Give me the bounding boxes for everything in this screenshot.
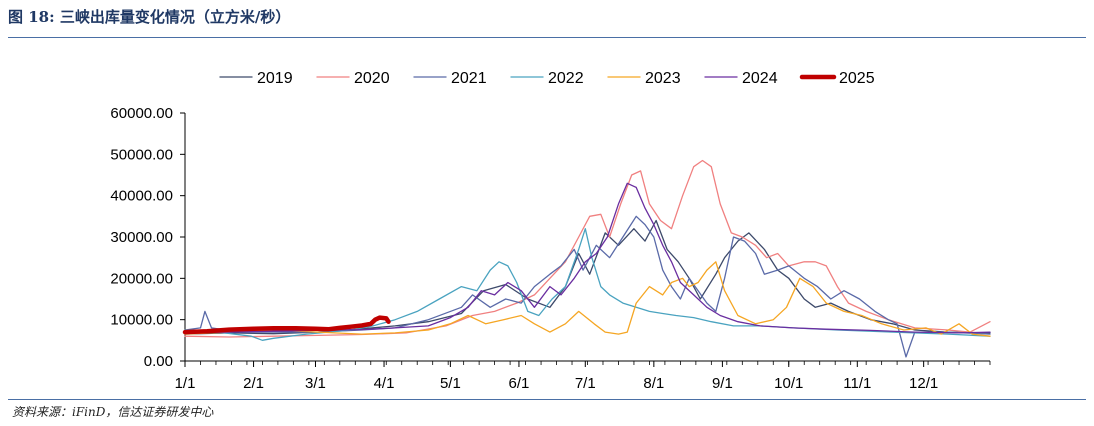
- x-tick-label: 10/1: [774, 375, 803, 392]
- x-tick-label: 11/1: [843, 375, 871, 392]
- y-tick-label: 0.00: [144, 353, 173, 370]
- series-line-2019: [184, 219, 991, 335]
- x-tick-label: 6/1: [509, 375, 530, 392]
- page-title: 图 18: 三峡出库量变化情况（立方米/秒）: [8, 8, 291, 26]
- y-axis: 0.00 10000.00 20000.00 30000.00 40000.00 5000…: [110, 105, 186, 370]
- y-tick-label: 10000.00: [110, 312, 173, 329]
- series-line-2023: [184, 261, 991, 337]
- legend-label-2022: 2022: [548, 70, 584, 87]
- series-line-2022: [184, 228, 991, 341]
- series-line-2021: [184, 215, 991, 358]
- x-tick-label: 7/1: [575, 375, 596, 392]
- y-tick-label: 30000.00: [110, 229, 173, 246]
- y-tick-label: 50000.00: [110, 146, 173, 163]
- plot-area: [182, 159, 991, 358]
- legend-label-2025: 2025: [839, 70, 875, 87]
- legend-label-2020: 2020: [354, 70, 390, 87]
- x-tick-label: 1/1: [175, 375, 196, 392]
- top-rule: [8, 37, 1086, 38]
- source-note: 资料来源：iFinD，信达证券研发中心: [12, 405, 214, 419]
- x-tick-label: 2/1: [243, 375, 264, 392]
- x-tick-label: 3/1: [305, 375, 326, 392]
- x-tick-label: 4/1: [374, 375, 395, 392]
- x-tick-label: 12/1: [909, 375, 938, 392]
- legend-label-2021: 2021: [451, 70, 487, 87]
- x-tick-label: 9/1: [712, 375, 733, 392]
- y-tick-label: 60000.00: [110, 105, 173, 122]
- x-tick-label: 8/1: [643, 375, 664, 392]
- series-line-2025: [182, 315, 391, 335]
- series-line-2020: [184, 159, 991, 338]
- y-tick-label: 20000.00: [110, 270, 173, 287]
- legend-label-2019: 2019: [257, 70, 293, 87]
- bottom-rule: [8, 399, 1086, 400]
- legend-label-2023: 2023: [645, 70, 681, 87]
- x-tick-label: 5/1: [440, 375, 461, 392]
- series-line-2024: [184, 182, 991, 334]
- legend-label-2024: 2024: [742, 70, 778, 87]
- x-axis: 1/1 2/1 3/1 4/1 5/1 6/1 7/1 8/1 9/1 10/1 11/1 12/1: [175, 360, 991, 392]
- y-tick-label: 40000.00: [110, 188, 173, 205]
- legend: 2019 2020 2021 2022 2023 2024 2025: [219, 70, 875, 87]
